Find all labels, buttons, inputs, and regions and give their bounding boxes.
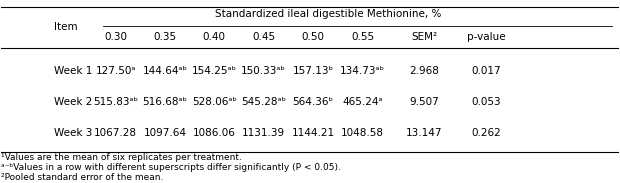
Text: 1086.06: 1086.06 <box>193 128 236 138</box>
Text: 1144.21: 1144.21 <box>291 128 335 138</box>
Text: 0.35: 0.35 <box>153 32 177 42</box>
Text: 545.28ᵃᵇ: 545.28ᵃᵇ <box>241 97 286 107</box>
Text: 0.50: 0.50 <box>301 32 325 42</box>
Text: 0.262: 0.262 <box>471 128 501 138</box>
Text: Week 1: Week 1 <box>54 66 92 76</box>
Text: 9.507: 9.507 <box>409 97 439 107</box>
Text: 2.968: 2.968 <box>409 66 439 76</box>
Text: Week 3: Week 3 <box>54 128 92 138</box>
Text: 127.50ᵃ: 127.50ᵃ <box>95 66 136 76</box>
Text: 528.06ᵃᵇ: 528.06ᵃᵇ <box>192 97 237 107</box>
Text: 1048.58: 1048.58 <box>341 128 384 138</box>
Text: 0.40: 0.40 <box>203 32 226 42</box>
Text: 1131.39: 1131.39 <box>242 128 285 138</box>
Text: 516.68ᵃᵇ: 516.68ᵃᵇ <box>143 97 187 107</box>
Text: p-value: p-value <box>467 32 505 42</box>
Text: 1097.64: 1097.64 <box>143 128 187 138</box>
Text: 564.36ᵇ: 564.36ᵇ <box>293 97 334 107</box>
Text: 134.73ᵃᵇ: 134.73ᵃᵇ <box>340 66 385 76</box>
Text: 515.83ᵃᵇ: 515.83ᵃᵇ <box>93 97 138 107</box>
Text: 0.30: 0.30 <box>104 32 127 42</box>
Text: 0.017: 0.017 <box>471 66 501 76</box>
Text: 0.55: 0.55 <box>351 32 374 42</box>
Text: 0.45: 0.45 <box>252 32 275 42</box>
Text: 0.053: 0.053 <box>471 97 501 107</box>
Text: 1067.28: 1067.28 <box>94 128 137 138</box>
Text: Item: Item <box>54 22 78 32</box>
Text: 144.64ᵃᵇ: 144.64ᵃᵇ <box>143 66 187 76</box>
Text: ²Pooled standard error of the mean.: ²Pooled standard error of the mean. <box>1 173 164 182</box>
Text: SEM²: SEM² <box>411 32 437 42</box>
Text: 150.33ᵃᵇ: 150.33ᵃᵇ <box>241 66 286 76</box>
Text: 154.25ᵃᵇ: 154.25ᵃᵇ <box>192 66 237 76</box>
Text: ᵃ⁻ᵇValues in a row with different superscripts differ significantly (P < 0.05).: ᵃ⁻ᵇValues in a row with different supers… <box>1 163 341 172</box>
Text: 157.13ᵇ: 157.13ᵇ <box>293 66 334 76</box>
Text: ¹Values are the mean of six replicates per treatment.: ¹Values are the mean of six replicates p… <box>1 152 242 162</box>
Text: Week 2: Week 2 <box>54 97 92 107</box>
Text: 465.24ᵃ: 465.24ᵃ <box>342 97 383 107</box>
Text: Standardized ileal digestible Methionine, %: Standardized ileal digestible Methionine… <box>215 9 441 19</box>
Text: 13.147: 13.147 <box>406 128 443 138</box>
